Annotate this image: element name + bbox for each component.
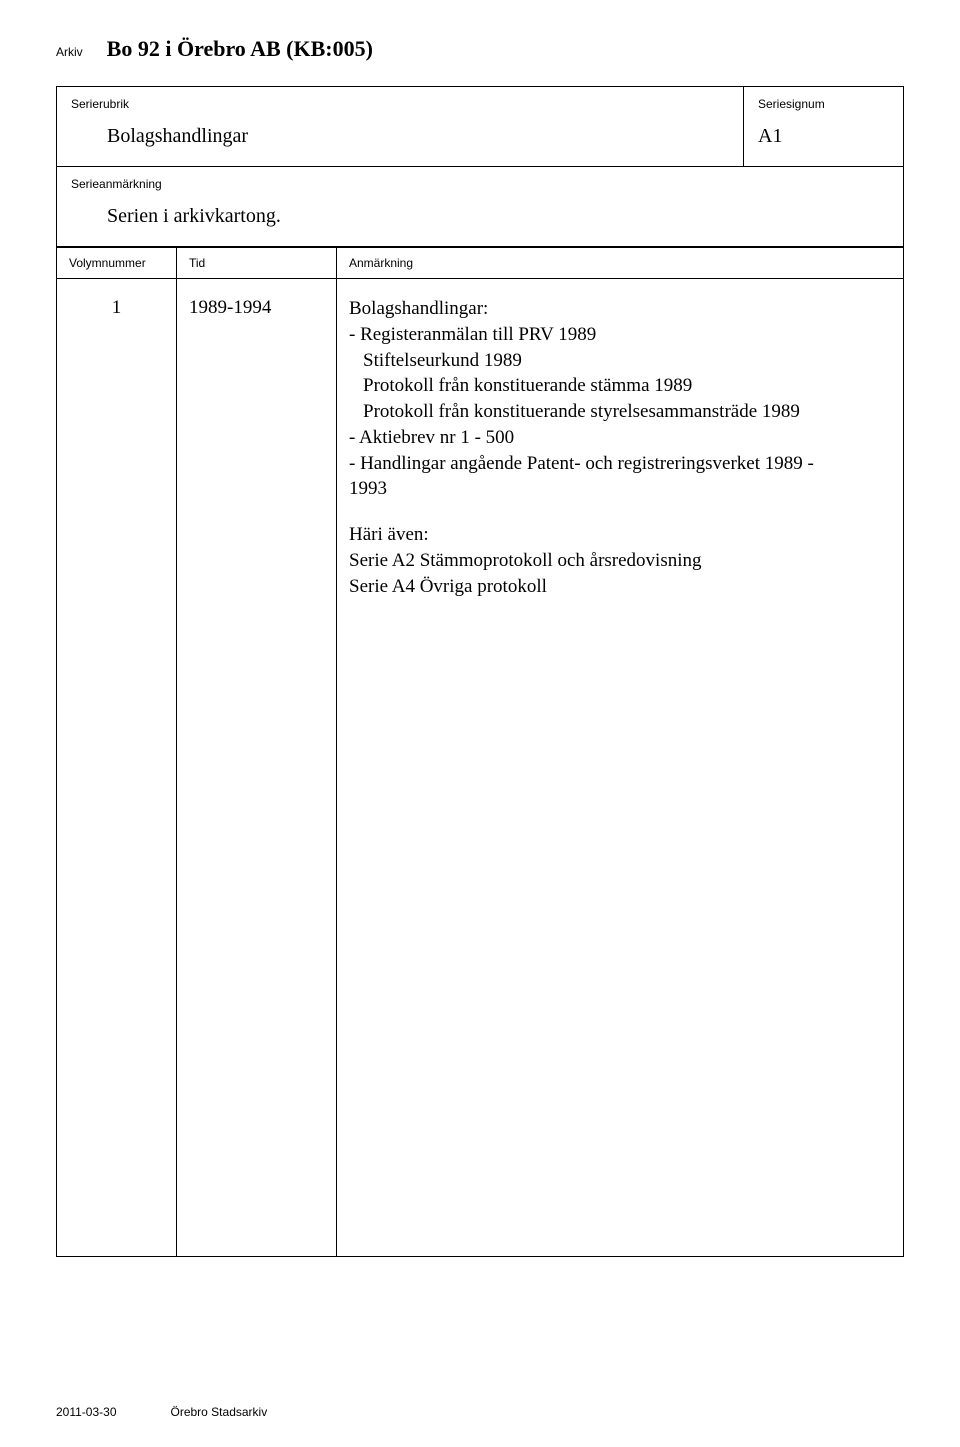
series-note-cell: Serieanmärkning Serien i arkivkartong. [57,167,903,246]
anm-block-main: Bolagshandlingar: - Registeranmälan till… [349,297,891,501]
anm-block-hari: Häri även: Serie A2 Stämmoprotokoll och … [349,523,891,598]
footer-place: Örebro Stadsarkiv [171,1405,268,1419]
label-serierubrik: Serierubrik [71,97,729,111]
seriesignum-value: A1 [758,125,889,148]
serierubrik-value: Bolagshandlingar [107,125,729,148]
anm-line: - Handlingar angående Patent- och regist… [349,452,891,476]
volume-header-row: Volymnummer Tid Anmärkning [57,247,903,279]
volume-body-row: 1 1989-1994 Bolagshandlingar: - Register… [57,279,903,1256]
hari-line: Serie A2 Stämmoprotokoll och årsredovisn… [349,549,891,573]
series-signum-cell: Seriesignum A1 [743,87,903,166]
anm-line: Protokoll från konstituerande styrelsesa… [349,400,891,424]
hari-line: Serie A4 Övriga protokoll [349,575,891,599]
footer-date: 2011-03-30 [56,1405,117,1419]
series-box: Serierubrik Bolagshandlingar Seriesignum… [56,86,904,247]
series-rubrik-cell: Serierubrik Bolagshandlingar [57,87,743,166]
label-arkiv: Arkiv [56,45,83,59]
col-header-volnum: Volymnummer [57,248,177,278]
anm-line: Bolagshandlingar: [349,297,891,321]
volume-tid: 1989-1994 [177,279,337,1256]
archive-header-row: Arkiv Bo 92 i Örebro AB (KB:005) [56,36,904,62]
serieanm-value: Serien i arkivkartong. [107,205,889,228]
label-serieanm: Serieanmärkning [71,177,889,191]
volume-number: 1 [57,279,177,1256]
col-header-anm: Anmärkning [337,248,903,278]
volume-anm: Bolagshandlingar: - Registeranmälan till… [337,279,903,1256]
footer: 2011-03-30 Örebro Stadsarkiv [56,1405,267,1419]
anm-line: - Aktiebrev nr 1 - 500 [349,426,891,450]
anm-line: Stiftelseurkund 1989 [349,349,891,373]
anm-line: - Registeranmälan till PRV 1989 [349,323,891,347]
page: Arkiv Bo 92 i Örebro AB (KB:005) Serieru… [0,0,960,1447]
anm-line: 1993 [349,477,891,501]
hari-header: Häri även: [349,523,891,547]
volume-table: Volymnummer Tid Anmärkning 1 1989-1994 B… [56,247,904,1257]
series-header: Serierubrik Bolagshandlingar Seriesignum… [57,87,903,167]
label-seriesignum: Seriesignum [758,97,889,111]
archive-title: Bo 92 i Örebro AB (KB:005) [107,36,373,62]
anm-line: Protokoll från konstituerande stämma 198… [349,374,891,398]
col-header-tid: Tid [177,248,337,278]
